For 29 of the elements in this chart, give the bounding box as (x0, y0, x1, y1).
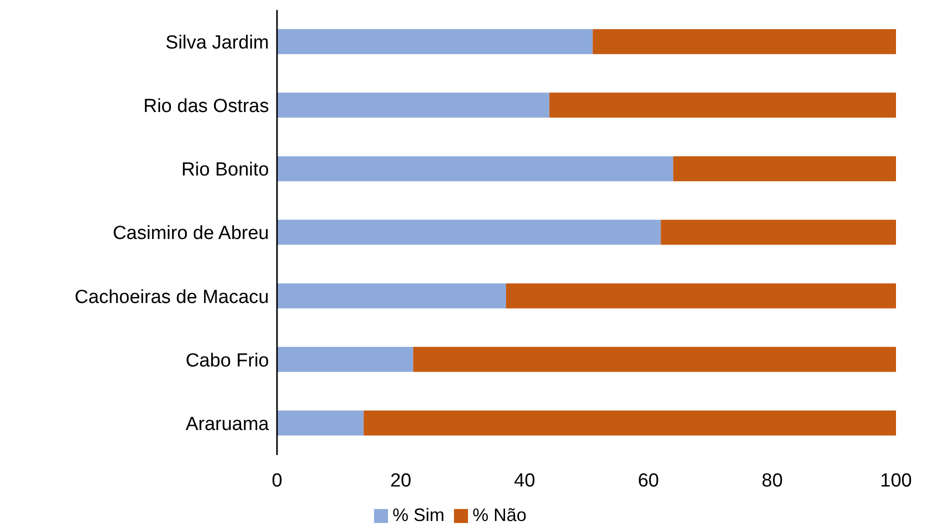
bar (277, 220, 661, 245)
y-tick-label: Rio Bonito (181, 160, 269, 181)
bar (277, 156, 674, 182)
bar (592, 29, 896, 54)
x-tick-label: 100 (880, 470, 912, 492)
x-tick-label: 60 (638, 470, 659, 492)
bar (660, 220, 896, 245)
y-tick-label: Casimiro de Abreu (112, 223, 269, 244)
x-tick-label: 20 (390, 470, 412, 492)
legend-label: % Não (472, 505, 527, 525)
bar (364, 410, 896, 436)
bar (277, 410, 364, 436)
x-tick-label: 40 (514, 470, 536, 492)
bar (277, 346, 414, 372)
bar (277, 29, 593, 54)
y-tick-label: Araruama (186, 414, 270, 435)
bar (506, 283, 896, 308)
y-tick-label: Cachoeiras de Macacu (74, 286, 269, 308)
legend-label: % Sim (392, 505, 444, 525)
y-tick-label: Cabo Frio (186, 350, 269, 372)
bar (277, 92, 550, 118)
bar (277, 283, 506, 308)
y-tick-label: Rio das Ostras (143, 96, 269, 118)
x-tick-label: 80 (762, 470, 783, 492)
bar (673, 156, 896, 182)
bar (549, 92, 896, 118)
x-tick-label: 0 (272, 470, 282, 492)
y-tick-label: Silva Jardim (166, 32, 269, 54)
bar (413, 346, 896, 372)
